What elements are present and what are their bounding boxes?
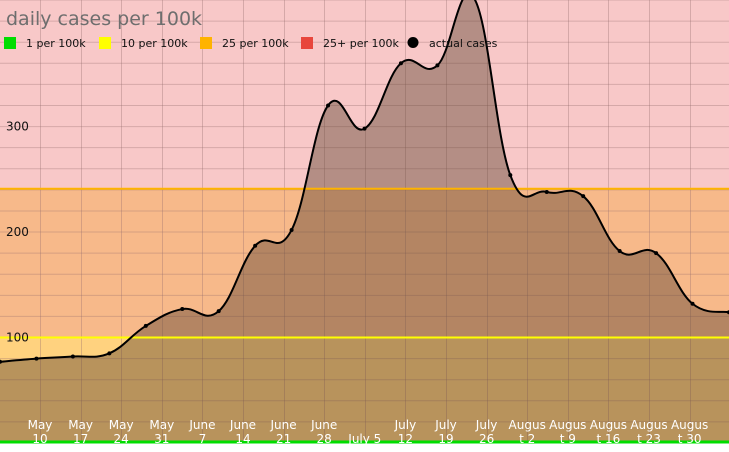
legend-swatch (200, 37, 212, 49)
data-point (398, 61, 403, 66)
band-1 (0, 188, 729, 338)
data-point (362, 126, 367, 131)
y-tick-label: 200 (6, 225, 29, 239)
x-tick-label: June 21 (270, 418, 297, 446)
x-tick-label: May 24 (109, 418, 134, 446)
x-tick-label: July 26 (475, 418, 498, 446)
data-point (690, 301, 695, 306)
x-tick-label: Augus t 16 (590, 418, 627, 446)
x-tick-label: June 28 (310, 418, 337, 446)
series-line-layer (0, 0, 729, 363)
data-point (326, 103, 331, 108)
x-tick-label: Augus t 30 (671, 418, 708, 446)
legend-swatch (4, 37, 16, 49)
data-point (654, 251, 659, 256)
y-tick-label: 300 (6, 120, 29, 134)
band-2 (0, 0, 729, 189)
x-tick-label: Augus t 23 (630, 418, 667, 446)
data-point (70, 354, 75, 359)
data-point (617, 249, 622, 254)
data-point (143, 323, 148, 328)
x-tick-label: July 5 (347, 432, 381, 446)
x-tick-label: May 31 (149, 418, 174, 446)
legend-swatch (407, 37, 419, 48)
data-point (107, 351, 112, 356)
x-tick-label: May 10 (28, 418, 53, 446)
data-point (216, 309, 221, 314)
chart-title: daily cases per 100k (6, 8, 202, 30)
data-point (508, 173, 513, 178)
legend-item: 10 per 100k (99, 37, 188, 50)
legend-item: 1 per 100k (4, 37, 86, 50)
x-tick-label: June 7 (188, 418, 215, 446)
data-point (253, 243, 258, 248)
legend-label: 25 per 100k (222, 37, 289, 50)
legend-item: 25+ per 100k (301, 37, 399, 50)
data-point (34, 356, 39, 361)
x-tick-label: Augus t 2 (509, 418, 546, 446)
x-tick-label: Augus t 9 (549, 418, 586, 446)
band-0 (0, 337, 729, 443)
y-tick-label: 100 (6, 331, 29, 345)
y-tick-labels: 100 200 300 (6, 120, 29, 345)
x-tick-label: July 12 (394, 418, 417, 446)
data-point (0, 359, 2, 364)
legend-label: actual cases (429, 37, 498, 50)
threshold-lines (0, 187, 729, 444)
legend-label: 25+ per 100k (323, 37, 399, 50)
x-tick-label: May 17 (68, 418, 93, 446)
legend-swatch (301, 37, 313, 49)
series-line (0, 0, 729, 363)
x-tick-labels: May 10 May 17 May 24 May 31 June 7 June 14 June 21 Jun… (28, 418, 709, 446)
x-tick-label: June 14 (229, 418, 256, 446)
legend-item: actual cases (407, 37, 498, 50)
legend-label: 10 per 100k (121, 37, 188, 50)
data-point (544, 189, 549, 194)
data-point (180, 307, 185, 312)
legend-item: 25 per 100k (200, 37, 289, 50)
data-points (0, 61, 729, 364)
data-point (289, 227, 294, 232)
legend-swatch (99, 37, 111, 49)
data-point (581, 194, 586, 199)
legend: 1 per 100k 10 per 100k 25 per 100k 25+ per … (4, 37, 498, 50)
data-point (435, 63, 440, 68)
legend-label: 1 per 100k (26, 37, 86, 50)
x-tick-label: July 19 (434, 418, 457, 446)
